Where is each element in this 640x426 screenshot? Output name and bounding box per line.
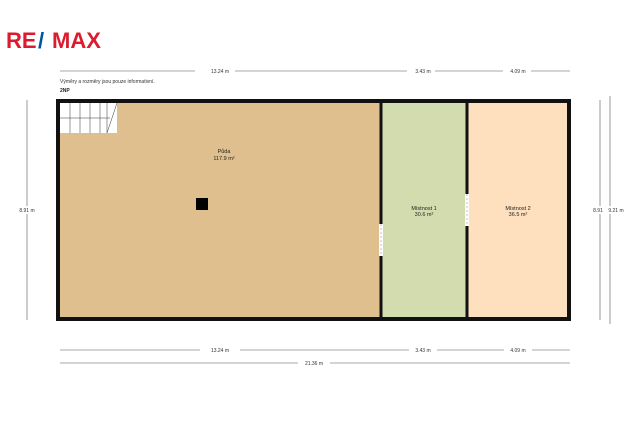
room-mistnost-1 [381, 102, 467, 318]
room-name-mistnost-1: Místnost 1 [411, 206, 436, 212]
dim-total: 21.36 m [305, 361, 323, 367]
room-name-puda: Půda [218, 148, 232, 155]
dim-right-outer: 9.21 m [608, 208, 623, 214]
room-mistnost-2 [467, 102, 568, 318]
svg-text:MAX: MAX [52, 28, 101, 53]
chimney [196, 198, 208, 210]
room-name-mistnost-2: Místnost 2 [505, 206, 530, 212]
room-area-mistnost-2: 36.5 m² [509, 212, 528, 218]
room-area-puda: 117.9 m² [213, 156, 234, 162]
dim-left: 8.91 m [19, 208, 34, 214]
room-puda [59, 102, 381, 318]
disclaimer-note: Výměry a rozměry jsou pouze informativní… [60, 79, 155, 85]
dim-bottom-room1: 3.43 m [415, 348, 430, 354]
dim-top-room1: 3.43 m [415, 69, 430, 75]
svg-text:/: / [38, 28, 44, 53]
dim-bottom-puda: 13.24 m [211, 348, 229, 354]
room-area-mistnost-1: 30.6 m² [415, 212, 434, 218]
dim-right-inner: 8.91 [593, 208, 603, 214]
dim-top-room2: 4.09 m [510, 69, 525, 75]
dim-top-puda: 13.24 m [211, 69, 229, 75]
floor-label: 2NP [60, 88, 70, 94]
remax-logo: RE / MAX [6, 28, 101, 53]
bottom-dimension-lines [60, 346, 570, 367]
svg-text:RE: RE [6, 28, 37, 53]
dim-bottom-room2: 4.09 m [510, 348, 525, 354]
top-dimensions [60, 67, 570, 75]
outer-wall [56, 99, 571, 321]
stairs [60, 102, 118, 134]
side-dimension-lines [15, 96, 630, 324]
